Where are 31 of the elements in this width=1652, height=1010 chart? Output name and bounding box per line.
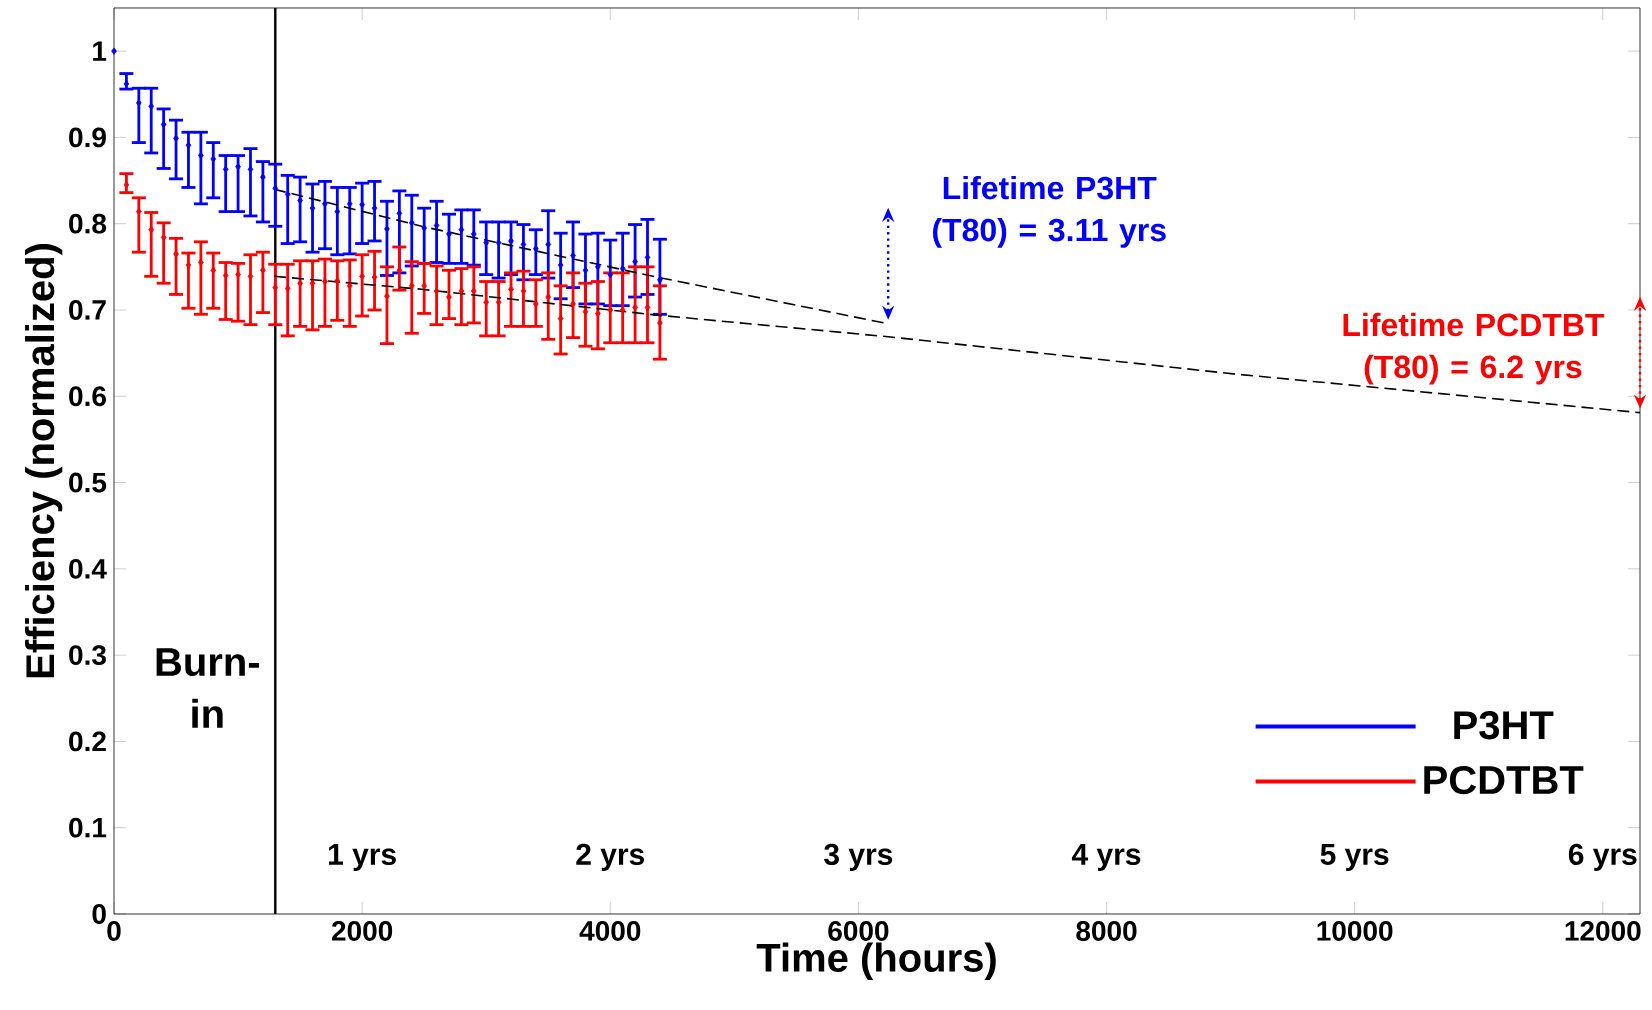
x-tick-label: 6000 (828, 921, 889, 941)
x-tick-label: 4000 (579, 921, 641, 941)
y-tick-label: 0.8 (69, 213, 107, 234)
x-tick-label: 8000 (1076, 921, 1137, 941)
ref-line-label: Burn-in (156, 648, 260, 728)
y-axis-title: Efficiency (normalized) (25, 244, 63, 678)
x-tick-label: 12000 (1565, 921, 1641, 941)
y-tick-label: 0.2 (69, 731, 106, 752)
x2-tick-label: 2 yrs (576, 843, 645, 871)
annotation: Lifetime P3HT (T80) = 3.11 yrs (933, 175, 1166, 248)
y-tick-label: 0.3 (69, 645, 106, 666)
legend-label: P3HT (1454, 711, 1554, 740)
x-tick-label: 2000 (331, 921, 393, 941)
x2-tick-label: 5 yrs (1320, 844, 1389, 871)
legend-label: PCDTBT (1424, 765, 1584, 795)
y-tick-label: 0 (92, 904, 106, 924)
y-tick-label: 0.9 (69, 127, 106, 148)
y-tick-label: 0.7 (69, 300, 106, 320)
y-tick-label: 0.5 (69, 472, 107, 493)
x-axis-title: Time (hours) (756, 942, 996, 980)
x2-tick-label: 6 yrs (1568, 843, 1637, 871)
x-tick-label: 0 (107, 921, 121, 941)
y-tick-label: 1 (93, 41, 107, 61)
x2-tick-label: 1 yrs (328, 844, 396, 871)
y-tick-label: 0.4 (69, 558, 107, 579)
y-tick-label: 0.1 (69, 817, 107, 838)
annotation: Lifetime PCDTBT (T80) = 6.2 yrs (1343, 312, 1605, 385)
x2-tick-label: 3 yrs (824, 843, 893, 871)
x2-tick-label: 4 yrs (1071, 844, 1141, 871)
y-tick-label: 0.6 (69, 386, 106, 407)
x-tick-label: 10000 (1317, 921, 1393, 941)
